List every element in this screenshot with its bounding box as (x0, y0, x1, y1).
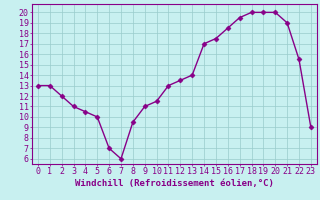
X-axis label: Windchill (Refroidissement éolien,°C): Windchill (Refroidissement éolien,°C) (75, 179, 274, 188)
